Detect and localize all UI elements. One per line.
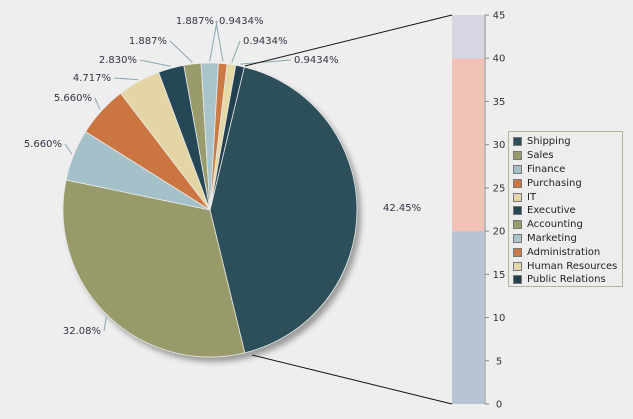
leader-line [139,59,171,67]
axis-tick-label: 30 [493,140,506,151]
axis-tick-label: 20 [493,227,506,238]
legend-item: Human Resources [513,259,622,273]
slice-data-label: 5.660% [24,139,62,150]
connector-line-top [244,14,453,67]
legend-label: Executive [527,205,576,217]
slice-data-label: 4.717% [73,73,111,84]
legend-item: Purchasing [513,176,622,190]
legend-item: Marketing [513,232,622,246]
axis-tick-label: 0 [496,400,502,411]
legend-swatch [513,233,522,243]
legend-item: Finance [513,163,622,177]
axis-tick-label: 10 [493,313,506,324]
legend-label: Public Relations [527,274,606,286]
leader-line [94,97,101,110]
legend-label: Accounting [527,219,583,231]
pie-slice-sales [62,179,246,358]
slice-data-label: 5.660% [54,93,92,104]
legend-label: Administration [527,246,601,258]
leader-line [103,317,107,332]
leader-line [169,40,193,63]
legend: Shipping Sales Finance Purchasing IT Executiv… [508,131,623,287]
legend-swatch [513,220,522,230]
connector-line-bottom [251,354,453,405]
slice-data-label: 1.887% [176,16,214,27]
bar-segment-2 [452,15,484,59]
legend-item: IT [513,190,622,204]
axis-tick-label: 35 [493,97,506,108]
leader-line [231,40,241,63]
pie-slice-shipping [209,66,358,354]
slice-data-label: 0.9434% [219,16,264,27]
axis-tick-label: 15 [493,270,506,281]
slice-data-label: 0.9434% [243,36,288,47]
legend-label: Finance [527,163,566,175]
legend-item: Shipping [513,135,622,149]
pie-slice-public-relations [209,64,245,211]
legend-swatch [513,137,522,147]
axis-tick-label: 25 [493,183,506,194]
legend-item: Accounting [513,218,622,232]
legend-item: Public Relations [513,273,622,287]
legend-swatch [513,261,522,271]
breakout-bar [244,14,484,405]
pie-data-labels: 42.45% 32.08% 5.660% 5.660% 4.717% 2.830% 1.88… [24,16,421,337]
bar-segment-0 [452,231,484,404]
legend-swatch [513,192,522,202]
slice-data-label: 2.830% [99,55,137,66]
axis-tick-label: 40 [493,54,506,65]
slice-data-label: 42.45% [383,203,421,214]
slice-data-label: 32.08% [63,326,101,337]
leader-line [64,143,73,155]
legend-label: Sales [527,150,554,162]
legend-swatch [513,151,522,161]
legend-swatch [513,275,522,285]
legend-item: Sales [513,149,622,163]
legend-swatch [513,164,522,174]
legend-label: Purchasing [527,177,582,189]
legend-item: Executive [513,204,622,218]
bar-segment-1 [452,58,484,232]
legend-swatch [513,178,522,188]
slice-data-label: 0.9434% [294,55,339,66]
legend-label: Human Resources [527,260,618,272]
leader-line [209,20,218,62]
legend-swatch [513,247,522,257]
leader-line [240,59,292,65]
legend-label: Marketing [527,232,577,244]
legend-item: Administration [513,245,622,259]
legend-swatch [513,206,522,216]
slice-data-label: 1.887% [129,36,167,47]
legend-label: Shipping [527,136,571,148]
breakout-bar-axis: 0 5 10 15 20 25 30 35 40 45 [484,11,506,411]
leader-line [113,77,138,81]
pie-slices [62,62,358,358]
axis-tick-label: 5 [496,356,502,367]
legend-label: IT [527,191,537,203]
leader-line [215,20,224,62]
axis-tick-label: 45 [493,11,506,22]
